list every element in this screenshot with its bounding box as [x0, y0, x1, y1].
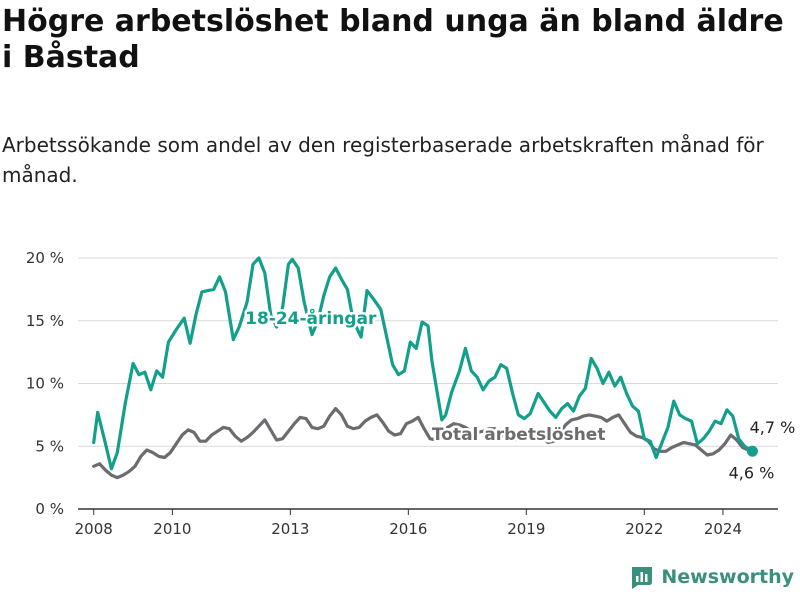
- series-line-youth: [92, 256, 753, 471]
- x-tick-label: 2016: [389, 520, 427, 538]
- x-tick-label: 2024: [704, 520, 742, 538]
- x-tick-label: 2010: [153, 520, 191, 538]
- y-tick-label: 0 %: [35, 500, 64, 518]
- series-end-point: [746, 445, 758, 457]
- y-tick-label: 15 %: [26, 312, 64, 330]
- newsworthy-brand[interactable]: Newsworthy: [629, 564, 794, 590]
- last-value-label-youth: 4,7 %: [750, 418, 796, 437]
- series-line-total: [92, 407, 754, 480]
- y-tick-label: 5 %: [35, 437, 64, 455]
- series-label-youth: 18-24-åringar: [245, 307, 377, 329]
- chart-title: Högre arbetslöshet bland unga än bland ä…: [2, 4, 784, 75]
- newsworthy-logo-icon: [632, 567, 653, 589]
- y-tick-label: 20 %: [26, 249, 64, 267]
- brand-name: Newsworthy: [661, 566, 794, 588]
- y-tick-label: 10 %: [26, 375, 64, 393]
- series-label-total: Total arbetslöshet: [432, 425, 606, 445]
- x-tick-label: 2022: [625, 520, 663, 538]
- x-tick-label: 2019: [507, 520, 545, 538]
- x-tick-label: 2013: [271, 520, 309, 538]
- chart-subtitle: Arbetssökande som andel av den registerb…: [2, 133, 764, 187]
- last-value-label-total: 4,6 %: [729, 463, 775, 482]
- x-tick-label: 2008: [75, 520, 113, 538]
